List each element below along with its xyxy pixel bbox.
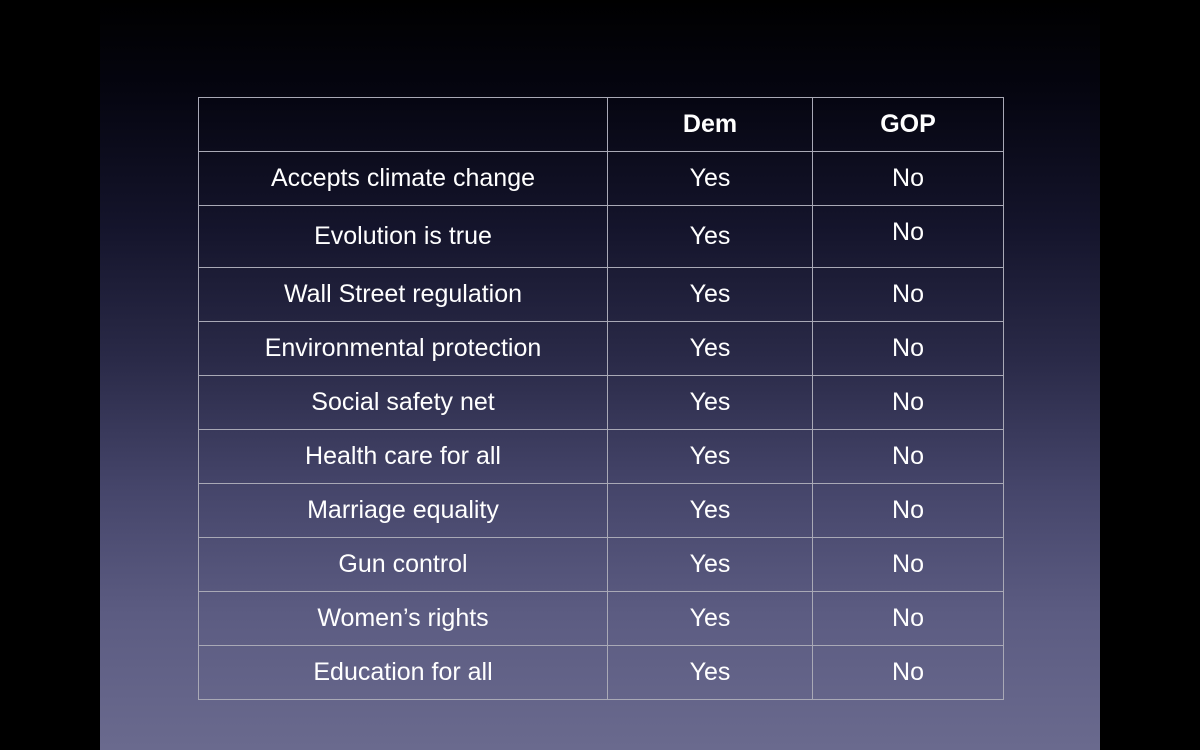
issue-cell: Evolution is true [198, 205, 608, 268]
issue-cell: Wall Street regulation [198, 267, 608, 322]
table-row: Gun control Yes No [198, 537, 1004, 592]
dem-cell: Yes [607, 205, 813, 268]
gop-cell: No [812, 375, 1004, 430]
dem-cell: Yes [607, 429, 813, 484]
table-row: Women’s rights Yes No [198, 591, 1004, 646]
table-row: Accepts climate change Yes No [198, 151, 1004, 206]
table-row: Health care for all Yes No [198, 429, 1004, 484]
header-row: Dem GOP [198, 97, 1004, 152]
issue-cell: Accepts climate change [198, 151, 608, 206]
dem-cell: Yes [607, 483, 813, 538]
table-row: Social safety net Yes No [198, 375, 1004, 430]
table-row: Marriage equality Yes No [198, 483, 1004, 538]
table-row: Wall Street regulation Yes No [198, 267, 1004, 322]
dem-cell: Yes [607, 267, 813, 322]
issue-cell: Education for all [198, 645, 608, 700]
comparison-table: Dem GOP Accepts climate change Yes No Ev… [198, 97, 1004, 700]
header-dem: Dem [607, 97, 813, 152]
issue-cell: Gun control [198, 537, 608, 592]
table-row: Environmental protection Yes No [198, 321, 1004, 376]
issue-cell: Women’s rights [198, 591, 608, 646]
dem-cell: Yes [607, 375, 813, 430]
gop-cell: No [812, 321, 1004, 376]
issue-cell: Health care for all [198, 429, 608, 484]
header-issue [198, 97, 608, 152]
presentation-slide: Dem GOP Accepts climate change Yes No Ev… [100, 0, 1100, 750]
header-gop: GOP [812, 97, 1004, 152]
gop-cell: No [812, 429, 1004, 484]
dem-cell: Yes [607, 645, 813, 700]
gop-cell: No [812, 267, 1004, 322]
gop-cell: No [812, 591, 1004, 646]
dem-cell: Yes [607, 537, 813, 592]
issue-cell: Marriage equality [198, 483, 608, 538]
issue-cell: Social safety net [198, 375, 608, 430]
dem-cell: Yes [607, 151, 813, 206]
issue-cell: Environmental protection [198, 321, 608, 376]
table-row: Evolution is true Yes No [198, 205, 1004, 268]
gop-cell: No [812, 151, 1004, 206]
gop-cell: No [812, 645, 1004, 700]
dem-cell: Yes [607, 591, 813, 646]
gop-cell: No [812, 205, 1004, 268]
table-row: Education for all Yes No [198, 645, 1004, 700]
dem-cell: Yes [607, 321, 813, 376]
gop-cell: No [812, 483, 1004, 538]
gop-cell: No [812, 537, 1004, 592]
